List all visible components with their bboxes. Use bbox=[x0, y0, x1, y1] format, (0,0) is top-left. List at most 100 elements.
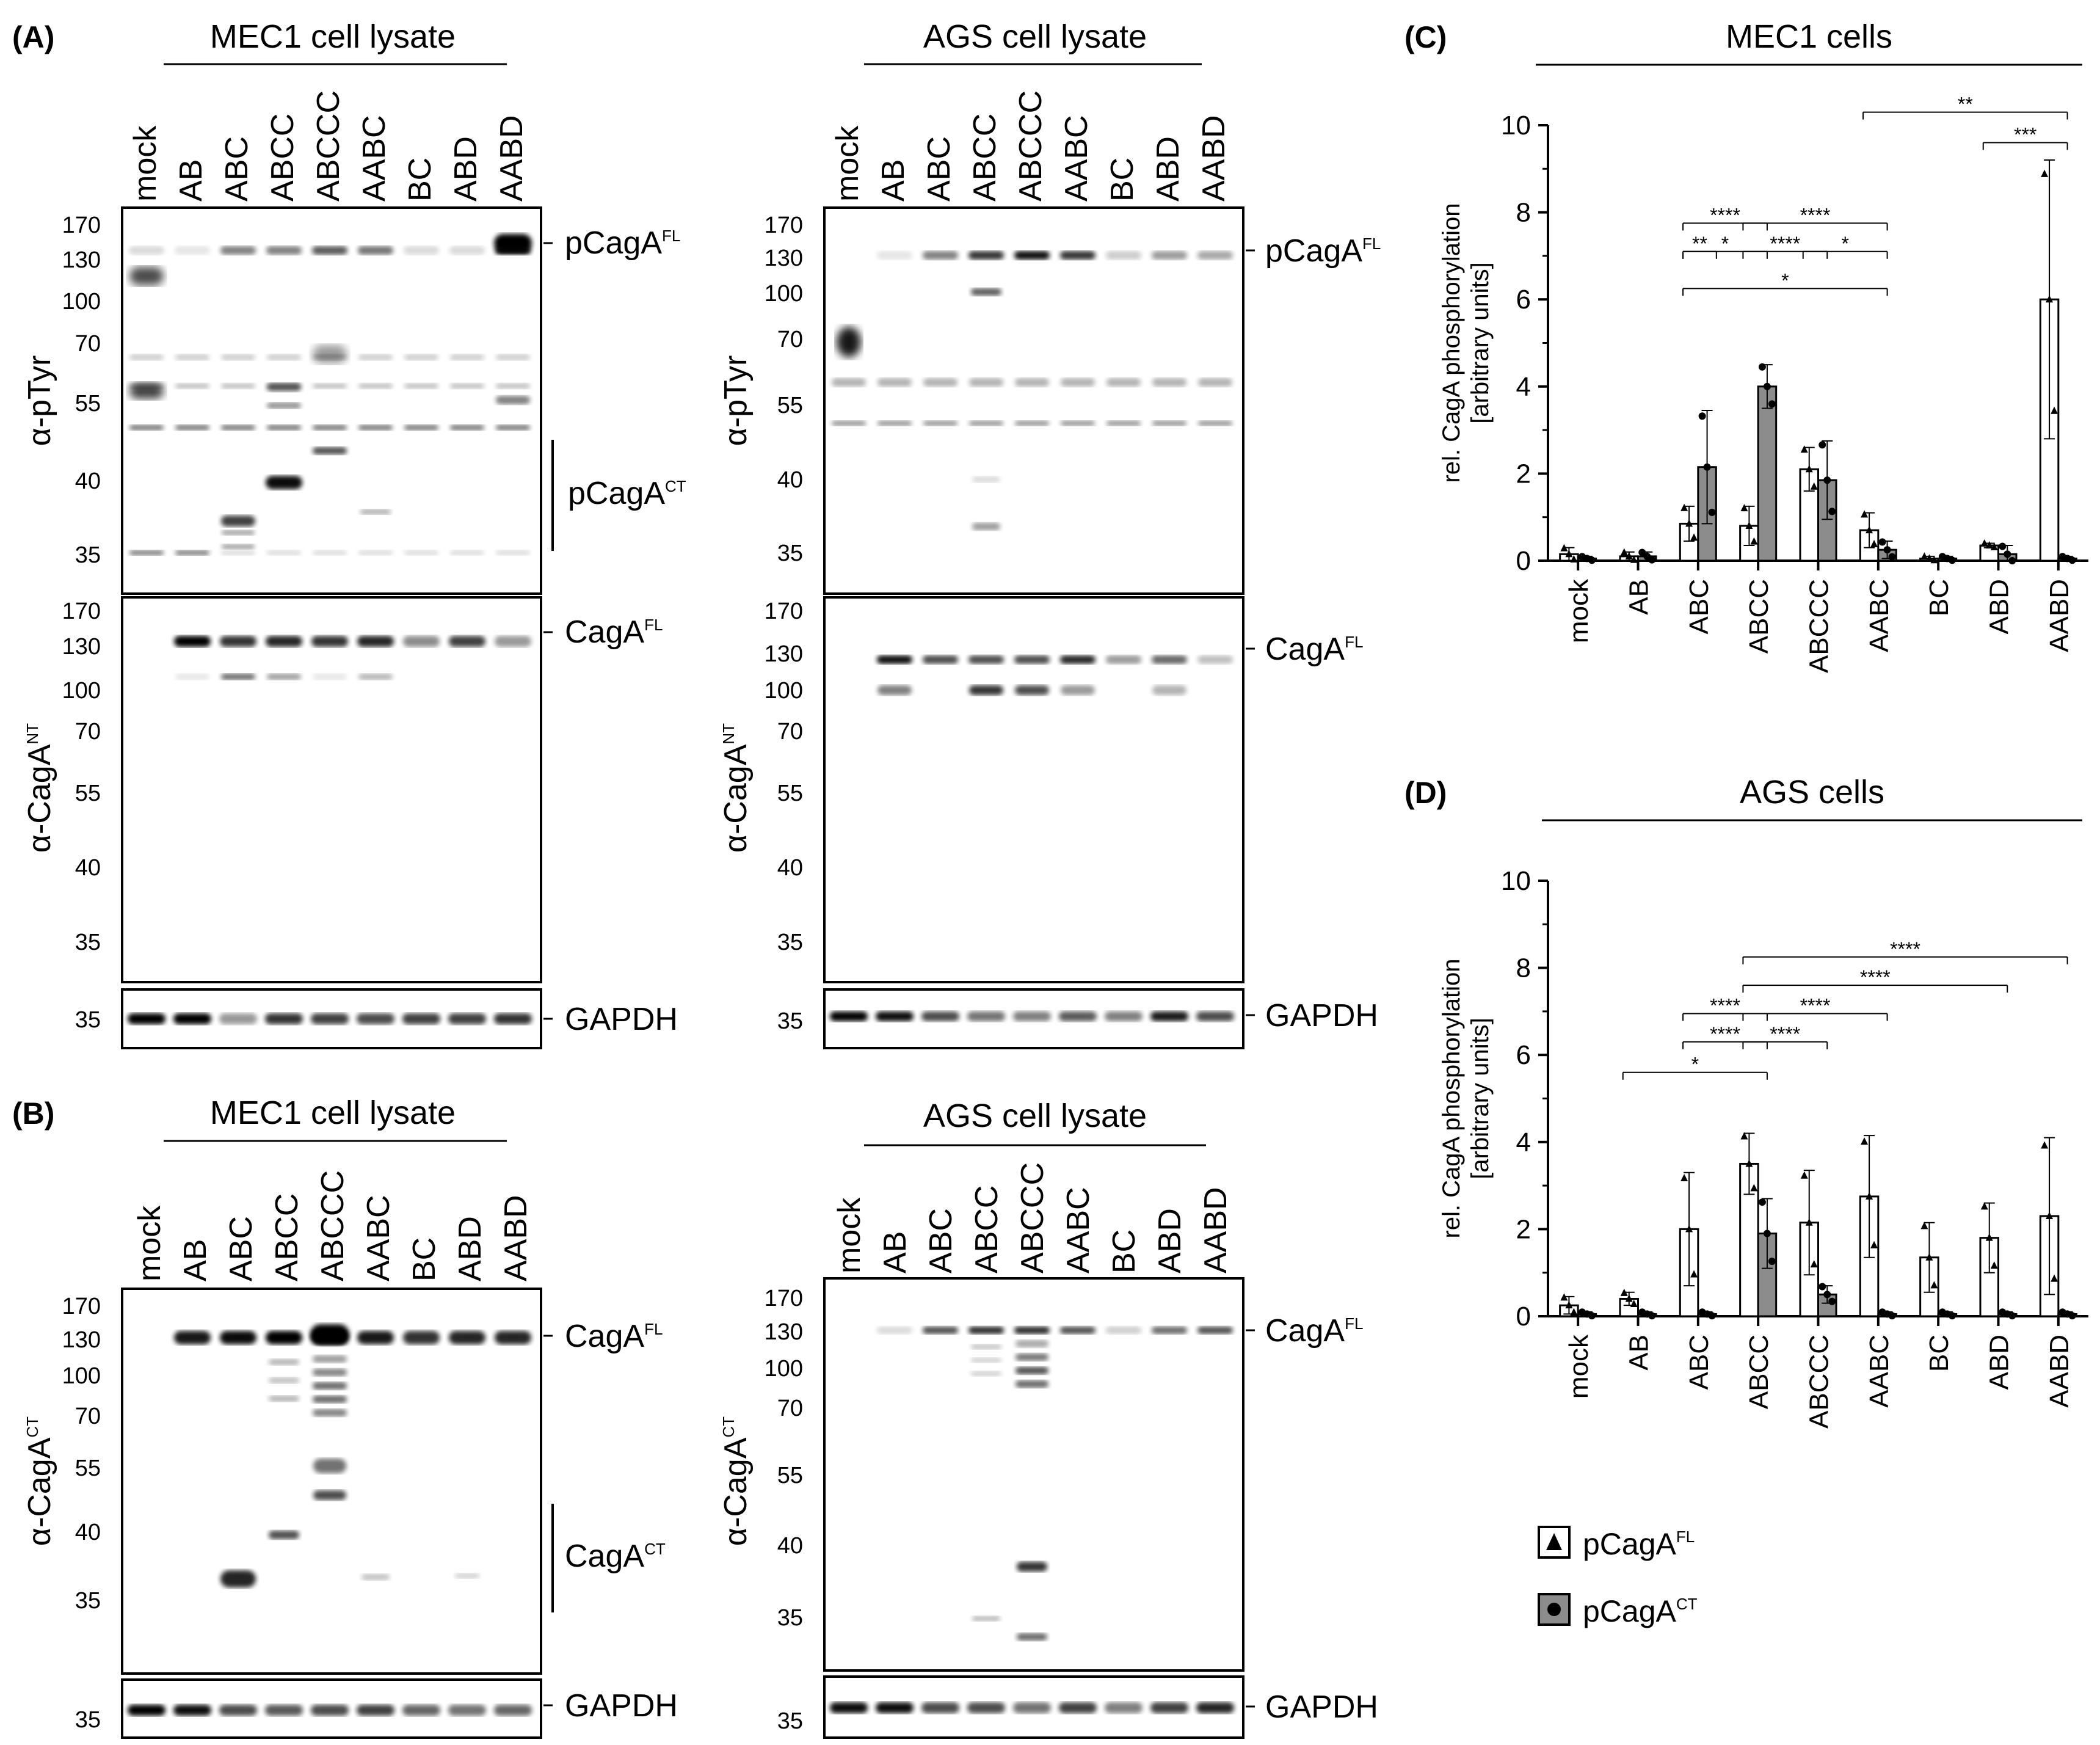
ct-antibody-label: α-CagACT bbox=[718, 1416, 754, 1546]
y-tick-label: 8 bbox=[1516, 953, 1531, 983]
gel-band bbox=[313, 1355, 347, 1363]
mw-marker: 40 bbox=[777, 467, 803, 493]
data-point-triangle bbox=[1630, 555, 1638, 563]
data-point-circle bbox=[1888, 1312, 1896, 1320]
gel-band bbox=[971, 1344, 1001, 1349]
gel-band bbox=[313, 383, 347, 389]
mw-marker: 55 bbox=[777, 393, 803, 418]
gel-band bbox=[358, 550, 393, 555]
mw-marker: 70 bbox=[75, 1404, 101, 1429]
gel-band bbox=[1196, 1702, 1234, 1713]
gel-band bbox=[923, 251, 958, 260]
ptyr-bands bbox=[129, 234, 532, 555]
gel-band bbox=[266, 246, 302, 255]
gel-band bbox=[362, 1574, 390, 1580]
gel-band bbox=[265, 1705, 303, 1716]
gel-band bbox=[174, 1331, 211, 1344]
data-point-triangle bbox=[1570, 555, 1578, 563]
x-tick-label: BC bbox=[1924, 1335, 1954, 1372]
gel-band bbox=[877, 378, 912, 387]
blot-title: MEC1 cell lysate bbox=[210, 18, 456, 55]
data-point-triangle bbox=[1925, 1253, 1933, 1261]
lane-label: AB bbox=[173, 159, 209, 202]
gel-band bbox=[404, 424, 438, 431]
gel-band bbox=[494, 1013, 532, 1024]
data-point-triangle bbox=[1805, 1218, 1813, 1226]
data-point-triangle bbox=[1980, 539, 1988, 547]
x-tick-label: ABCCC bbox=[1804, 1335, 1834, 1429]
data-point-triangle bbox=[1570, 1308, 1578, 1316]
gel-band bbox=[1105, 1011, 1143, 1021]
lane-label: AABD bbox=[494, 115, 529, 202]
data-point-circle bbox=[1823, 1291, 1831, 1299]
gel-band bbox=[266, 636, 302, 647]
data-point-circle bbox=[1823, 476, 1831, 484]
gel-band bbox=[175, 354, 209, 360]
gel-band bbox=[129, 354, 164, 360]
ct-markers: 170 130 100 70 55 40 35 bbox=[62, 1294, 101, 1614]
data-point-triangle bbox=[1800, 1171, 1808, 1179]
gel-band bbox=[222, 530, 255, 535]
gel-band bbox=[402, 1013, 440, 1024]
gel-band bbox=[450, 354, 484, 360]
gapdh-bands bbox=[128, 1705, 532, 1716]
lane-label: AB bbox=[877, 1231, 913, 1273]
gel-band bbox=[267, 354, 301, 360]
data-point-triangle bbox=[1985, 1233, 1993, 1241]
gel-band bbox=[1017, 1562, 1047, 1572]
mw-marker: 70 bbox=[75, 719, 101, 745]
gel-band bbox=[450, 424, 484, 431]
gel-band bbox=[496, 383, 530, 389]
significance-stars: **** bbox=[1710, 1023, 1740, 1045]
lane-label: mock bbox=[132, 1205, 167, 1281]
data-point-triangle bbox=[1620, 548, 1628, 556]
gel-band bbox=[221, 550, 255, 555]
gel-band bbox=[923, 1327, 958, 1334]
x-tick-label: AABC bbox=[1864, 1335, 1894, 1408]
gel-band bbox=[496, 424, 530, 431]
gel-band bbox=[267, 383, 301, 392]
gel-band bbox=[220, 636, 256, 647]
gel-band bbox=[1061, 685, 1095, 695]
x-tick-label: AABD bbox=[2044, 1335, 2074, 1408]
legend: pCagAFL pCagACT bbox=[1538, 1526, 1698, 1628]
gel-band bbox=[220, 1570, 256, 1587]
ptyr-antibody-label: α-pTyr bbox=[718, 355, 754, 446]
nt-blot bbox=[823, 596, 1244, 983]
gel-band bbox=[832, 378, 866, 387]
y-tick-label: 10 bbox=[1501, 111, 1531, 140]
significance-stars: **** bbox=[1770, 1023, 1800, 1045]
blot-title: MEC1 cell lysate bbox=[210, 1095, 456, 1131]
gel-band bbox=[358, 424, 393, 431]
lane-label: ABC bbox=[923, 1208, 959, 1273]
gel-band bbox=[129, 424, 164, 431]
panel-label-b: (B) bbox=[12, 1096, 54, 1131]
gel-band bbox=[313, 447, 347, 454]
ptyr-blot bbox=[823, 206, 1244, 595]
y-tick-label: 4 bbox=[1516, 372, 1531, 402]
lane-label: ABCCC bbox=[1015, 1162, 1050, 1273]
y-axis-label: [arbitrary units] bbox=[1467, 1018, 1494, 1179]
gel-band bbox=[494, 1705, 532, 1716]
nt-markers: 170 130 100 70 55 40 35 bbox=[62, 599, 101, 955]
significance-stars: **** bbox=[1710, 204, 1740, 226]
mw-marker: 170 bbox=[765, 1286, 803, 1311]
mw-marker: 40 bbox=[75, 1520, 101, 1545]
gel-band bbox=[219, 1013, 257, 1024]
gel-band bbox=[971, 1358, 1001, 1363]
gel-band bbox=[832, 421, 866, 426]
gel-band bbox=[175, 246, 210, 255]
data-point-triangle bbox=[1625, 552, 1633, 559]
gel-band bbox=[921, 1702, 959, 1713]
legend-fl-label: pCagAFL bbox=[1583, 1527, 1695, 1561]
data-point-circle bbox=[1878, 538, 1886, 546]
gel-band bbox=[312, 246, 347, 255]
mw-marker: 130 bbox=[62, 634, 101, 660]
data-point-circle bbox=[2008, 557, 2016, 564]
data-point-triangle bbox=[1930, 1281, 1938, 1289]
gel-band bbox=[968, 655, 1004, 664]
gel-band bbox=[1197, 655, 1233, 664]
ptyr-markers: 170 130 100 70 55 40 35 bbox=[765, 213, 803, 566]
gel-band bbox=[494, 234, 532, 252]
